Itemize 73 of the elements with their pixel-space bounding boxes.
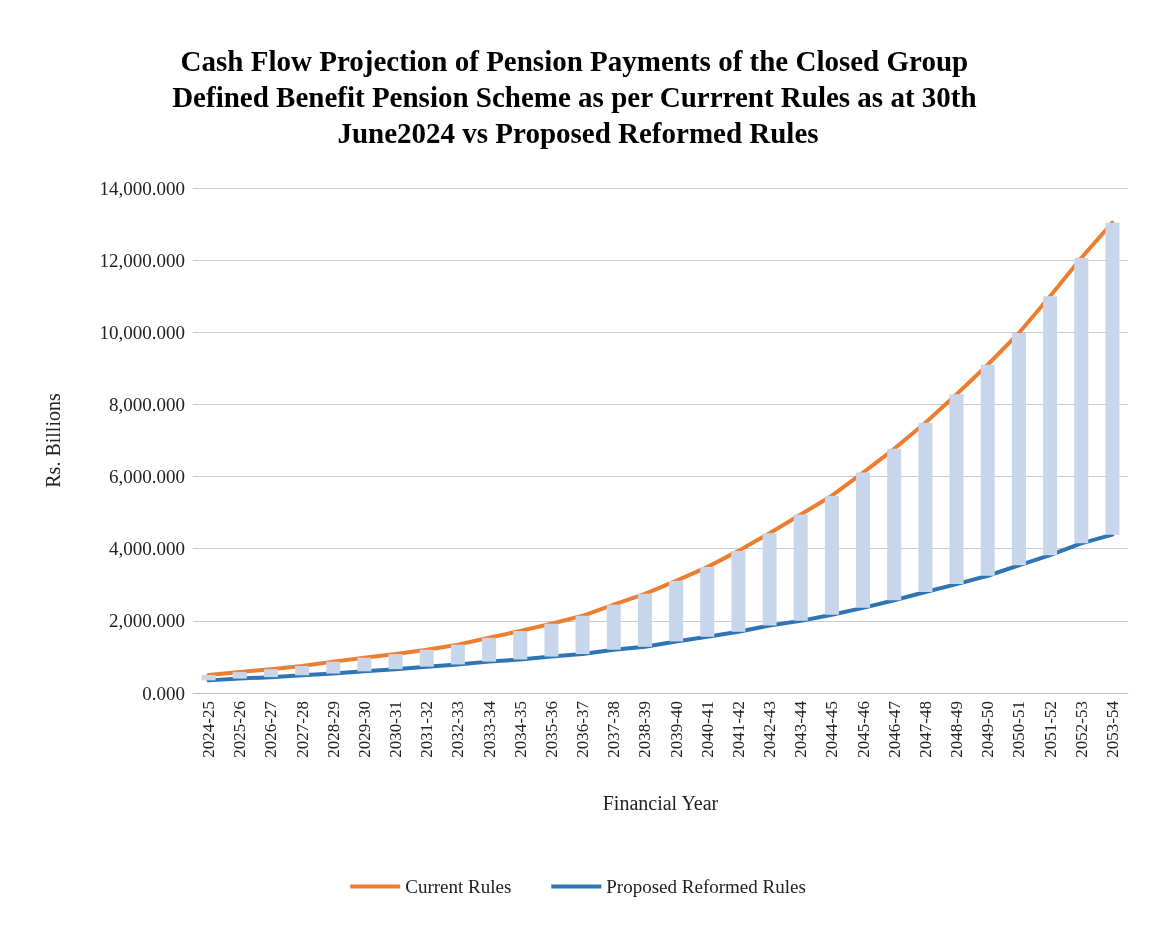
x-tick-label: 2033-34 bbox=[479, 700, 499, 758]
x-tick-label: 2026-27 bbox=[261, 700, 281, 758]
legend-label: Current Rules bbox=[405, 876, 512, 897]
y-tick-label: 8,000.000 bbox=[109, 393, 185, 415]
legend-label: Proposed Reformed Rules bbox=[606, 876, 806, 897]
bar bbox=[700, 567, 715, 637]
y-tick-label: 14,000.000 bbox=[99, 177, 185, 199]
x-tick-label: 2046-47 bbox=[884, 700, 904, 758]
y-tick-label: 6,000.000 bbox=[109, 466, 185, 488]
x-tick-label: 2044-45 bbox=[822, 701, 842, 758]
x-tick-label: 2042-43 bbox=[760, 701, 780, 758]
x-tick-label: 2039-40 bbox=[666, 701, 686, 758]
bar bbox=[918, 422, 933, 592]
bar bbox=[295, 665, 310, 676]
y-tick-label: 12,000.000 bbox=[99, 249, 185, 271]
bar bbox=[887, 448, 902, 601]
bar bbox=[731, 550, 746, 632]
bar bbox=[1105, 222, 1120, 535]
x-tick-label: 2038-39 bbox=[635, 701, 655, 758]
bar bbox=[544, 623, 559, 657]
x-tick-label: 2047-48 bbox=[915, 701, 935, 758]
x-tick-label: 2030-31 bbox=[386, 701, 406, 758]
y-tick-label: 0.000 bbox=[142, 682, 185, 704]
bar bbox=[793, 514, 808, 621]
x-tick-label: 2024-25 bbox=[199, 701, 219, 758]
bar bbox=[575, 615, 590, 655]
chart-title: Cash Flow Projection of Pension Payments of the Closed Group Defined Benefit Pension Scheme as per Currrent Rules as at 30th June2024 vs Proposed Reformed Rules bbox=[172, 45, 984, 149]
bar bbox=[762, 533, 777, 626]
x-tick-label: 2049-50 bbox=[978, 701, 998, 758]
x-tick-label: 2036-37 bbox=[573, 700, 593, 758]
x-tick-label: 2043-44 bbox=[791, 700, 811, 758]
bar bbox=[1011, 333, 1026, 566]
x-tick-label: 2051-52 bbox=[1040, 701, 1060, 758]
x-tick-label: 2035-36 bbox=[541, 701, 561, 758]
bar bbox=[232, 672, 247, 679]
bar bbox=[419, 649, 434, 667]
y-tick-label: 10,000.000 bbox=[99, 321, 185, 343]
x-tick-label: 2040-41 bbox=[697, 701, 717, 758]
x-tick-label: 2048-49 bbox=[947, 701, 967, 758]
x-tick-label: 2041-42 bbox=[728, 701, 748, 758]
x-tick-label: 2028-29 bbox=[323, 701, 343, 758]
x-tick-label: 2031-32 bbox=[417, 701, 437, 758]
bar bbox=[1043, 296, 1058, 556]
x-axis-title: Financial Year bbox=[602, 792, 719, 814]
bar bbox=[980, 364, 995, 576]
bar bbox=[326, 661, 341, 674]
x-tick-label: 2027-28 bbox=[292, 701, 312, 758]
y-axis-title: Rs. Billions bbox=[42, 393, 64, 488]
bar bbox=[450, 644, 465, 665]
bar bbox=[357, 657, 372, 672]
x-tick-label: 2050-51 bbox=[1009, 701, 1029, 758]
bar bbox=[824, 495, 839, 615]
x-tick-label: 2045-46 bbox=[853, 701, 873, 758]
bar bbox=[637, 593, 652, 647]
bar bbox=[388, 654, 403, 670]
x-tick-label: 2032-33 bbox=[448, 701, 468, 758]
bar bbox=[201, 674, 216, 681]
x-tick-label: 2025-26 bbox=[230, 701, 250, 758]
x-tick-label: 2029-30 bbox=[354, 701, 374, 758]
x-tick-label: 2052-53 bbox=[1071, 701, 1091, 758]
bar bbox=[669, 580, 684, 642]
x-tick-label: 2053-54 bbox=[1102, 700, 1122, 758]
bar bbox=[856, 472, 871, 608]
bar bbox=[513, 630, 528, 660]
y-tick-label: 4,000.000 bbox=[109, 538, 185, 560]
y-tick-label: 2,000.000 bbox=[109, 610, 185, 632]
x-tick-label: 2034-35 bbox=[510, 701, 530, 758]
bar bbox=[482, 637, 497, 662]
bar bbox=[1074, 257, 1089, 544]
bar bbox=[949, 394, 964, 585]
bar bbox=[606, 604, 621, 650]
x-tick-label: 2037-38 bbox=[604, 701, 624, 758]
bar bbox=[263, 669, 278, 678]
